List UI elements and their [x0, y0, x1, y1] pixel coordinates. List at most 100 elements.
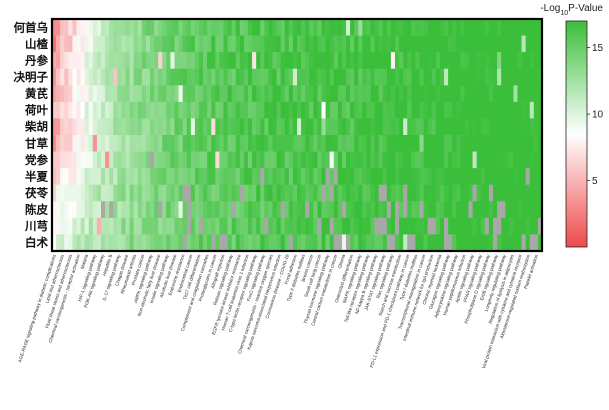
heatmap-cell	[354, 52, 359, 70]
heatmap-cell	[158, 19, 163, 36]
heatmap-cell	[333, 118, 339, 136]
heatmap-cell	[366, 135, 371, 152]
heatmap-cell	[256, 201, 261, 219]
heatmap-cell	[317, 68, 322, 86]
heatmap-cell	[92, 101, 98, 119]
heatmap-cell	[305, 68, 310, 86]
heatmap-cell	[211, 118, 216, 136]
heatmap-cell	[84, 135, 90, 152]
heatmap-cell	[321, 234, 326, 252]
heatmap-cell	[337, 201, 343, 219]
heatmap-cell	[280, 35, 286, 53]
heatmap-cell	[260, 19, 265, 36]
heatmap-cell	[248, 35, 253, 53]
heatmap-cell	[439, 168, 445, 186]
heatmap-cell	[166, 85, 171, 103]
heatmap-cell	[431, 35, 437, 53]
heatmap-cell	[513, 68, 518, 86]
heatmap-cell	[452, 184, 457, 202]
heatmap-cell	[395, 118, 400, 136]
heatmap-cell	[190, 19, 196, 36]
heatmap-cell	[194, 234, 200, 252]
heatmap-cell	[239, 135, 245, 152]
heatmap-cell	[68, 101, 73, 119]
heatmap-cell	[227, 217, 233, 235]
heatmap-cell	[76, 101, 81, 119]
heatmap-cell	[354, 101, 359, 119]
heatmap-cell	[517, 135, 522, 152]
heatmap-cell	[472, 19, 478, 36]
heatmap-cell	[154, 234, 159, 252]
heatmap-cell	[231, 52, 237, 70]
heatmap-cell	[382, 101, 388, 119]
heatmap-cell	[309, 85, 314, 103]
heatmap-cell	[211, 201, 216, 219]
heatmap-cell	[501, 19, 506, 36]
heatmap-cell	[88, 52, 94, 70]
heatmap-cell	[268, 85, 273, 103]
heatmap-cell	[452, 35, 457, 53]
heatmap-cell	[227, 35, 233, 53]
heatmap-cell	[170, 52, 175, 70]
heatmap-cell	[411, 135, 416, 152]
heatmap-cell	[154, 85, 159, 103]
heatmap-cell	[182, 135, 188, 152]
heatmap-cell	[211, 101, 216, 119]
heatmap-cell	[529, 35, 535, 53]
heatmap-cell	[501, 35, 506, 53]
heatmap-cell	[141, 101, 147, 119]
heatmap-cell	[419, 52, 424, 70]
heatmap-cell	[460, 19, 465, 36]
heatmap-cell	[297, 85, 302, 103]
heatmap-cells	[52, 19, 543, 252]
heatmap-cell	[333, 217, 339, 235]
heatmap-cell	[252, 168, 257, 186]
heatmap-cell	[427, 184, 433, 202]
heatmap-cell	[239, 168, 245, 186]
heatmap-cell	[170, 201, 175, 219]
heatmap-cell	[476, 234, 482, 252]
heatmap-cell	[435, 201, 441, 219]
heatmap-cell	[76, 184, 81, 202]
heatmap-cell	[162, 101, 167, 119]
heatmap-cell	[92, 19, 98, 36]
heatmap-cell	[427, 68, 433, 86]
heatmap-cell	[154, 101, 159, 119]
heatmap-cell	[341, 35, 347, 53]
heatmap-cell	[493, 168, 498, 186]
heatmap-cell	[366, 19, 371, 36]
column-label: Glioma	[337, 253, 346, 269]
heatmap-cell	[395, 52, 400, 70]
heatmap-cell	[419, 35, 424, 53]
heatmap-cell	[178, 35, 184, 53]
heatmap-cell	[358, 201, 363, 219]
heatmap-cell	[117, 201, 122, 219]
heatmap-cell	[203, 35, 208, 53]
heatmap-cell	[219, 85, 224, 103]
heatmap-cell	[501, 201, 506, 219]
heatmap-cell	[248, 217, 253, 235]
heatmap-cell	[403, 35, 408, 53]
heatmap-cell	[133, 19, 139, 36]
heatmap-cell	[125, 101, 130, 119]
heatmap-cell	[472, 234, 478, 252]
heatmap-cell	[366, 184, 371, 202]
heatmap-cell	[301, 101, 306, 119]
heatmap-cell	[268, 52, 273, 70]
heatmap-cell	[207, 168, 212, 186]
heatmap-cell	[133, 35, 139, 53]
heatmap-cell	[533, 168, 539, 186]
heatmap-cell	[76, 135, 81, 152]
heatmap-cell	[211, 184, 216, 202]
heatmap-cell	[203, 168, 208, 186]
heatmap-cell	[227, 201, 233, 219]
heatmap-cell	[325, 68, 331, 86]
heatmap-cell	[525, 234, 531, 252]
heatmap-cell	[427, 101, 433, 119]
heatmap-cell	[113, 184, 118, 202]
heatmap-cell	[105, 234, 110, 252]
heatmap-cell	[264, 118, 269, 136]
heatmap-cell	[284, 19, 290, 36]
heatmap-cell	[113, 35, 118, 53]
heatmap-cell	[362, 85, 367, 103]
